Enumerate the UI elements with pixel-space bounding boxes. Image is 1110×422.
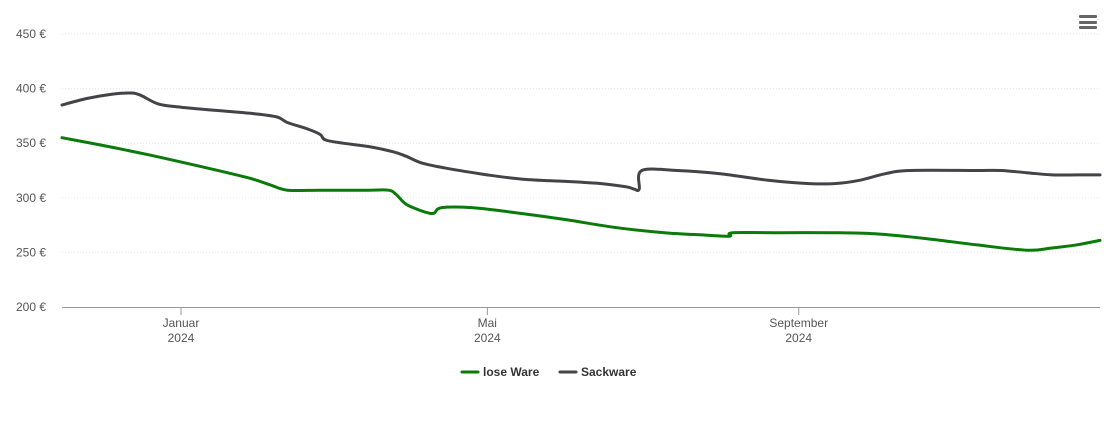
series-line-sackware: [60, 91, 1102, 193]
y-tick-label: 400 €: [16, 82, 46, 96]
series-line-lose-ware: [60, 136, 1102, 252]
y-tick-label: 350 €: [16, 136, 46, 150]
x-tick-label: September: [769, 316, 828, 330]
y-tick-label: 250 €: [16, 245, 46, 259]
x-tick-label: Januar: [163, 316, 200, 330]
x-tick-sublabel: 2024: [168, 331, 195, 345]
legend-label: lose Ware: [483, 365, 540, 379]
legend-label: Sackware: [581, 365, 637, 379]
legend: lose Ware Sackware: [460, 365, 637, 379]
x-tick-sublabel: 2024: [474, 331, 501, 345]
x-tick-label: Mai: [478, 316, 497, 330]
y-tick-label: 450 €: [16, 27, 46, 41]
legend-item-sackware[interactable]: Sackware: [558, 365, 637, 379]
y-tick-label: 300 €: [16, 191, 46, 205]
series-lines: [60, 91, 1102, 252]
hamburger-menu-icon: [1079, 15, 1097, 29]
x-tick-sublabel: 2024: [785, 331, 812, 345]
y-tick-label: 200 €: [16, 300, 46, 314]
axes: 200 €250 €300 €350 €400 €450 €Januar2024…: [16, 27, 1100, 345]
chart-menu-button[interactable]: [1072, 8, 1104, 36]
grid-lines: [62, 33, 1100, 253]
legend-item-lose-ware[interactable]: lose Ware: [460, 365, 540, 379]
